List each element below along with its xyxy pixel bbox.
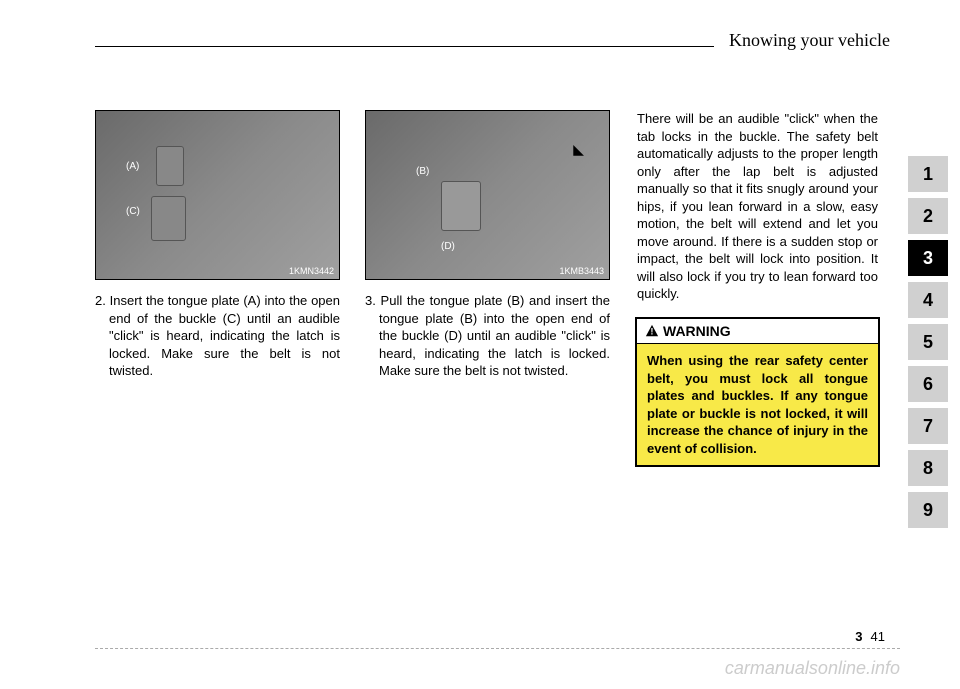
section-title: Knowing your vehicle — [714, 30, 890, 51]
page-header: Knowing your vehicle — [95, 28, 890, 68]
arrow-icon: ◣ — [573, 141, 584, 158]
figure-1: (A) (C) 1KMN3442 — [95, 110, 340, 280]
tab-8[interactable]: 8 — [908, 450, 948, 486]
step-2-text: 2. Insert the tongue plate (A) into the … — [95, 292, 340, 380]
paragraph-text: There will be an audible "click" when th… — [635, 110, 880, 303]
tab-7[interactable]: 7 — [908, 408, 948, 444]
warning-header: ! WARNING — [637, 319, 878, 344]
warning-box: ! WARNING When using the rear safety cen… — [635, 317, 880, 467]
page: Knowing your vehicle (A) (C) 1KMN3442 2.… — [0, 0, 960, 689]
figure-label-b: (B) — [416, 166, 429, 177]
column-3: There will be an audible "click" when th… — [635, 110, 880, 467]
content-columns: (A) (C) 1KMN3442 2. Insert the tongue pl… — [95, 110, 880, 467]
figure-code: 1KMB3443 — [559, 266, 604, 276]
tab-3[interactable]: 3 — [908, 240, 948, 276]
buckle-graphic — [441, 181, 481, 231]
figure-code: 1KMN3442 — [289, 266, 334, 276]
step-3-text: 3. Pull the tongue plate (B) and insert … — [365, 292, 610, 380]
figure-label-d: (D) — [441, 241, 455, 252]
figure-2: ◣ (B) (D) 1KMB3443 — [365, 110, 610, 280]
tab-4[interactable]: 4 — [908, 282, 948, 318]
tab-5[interactable]: 5 — [908, 324, 948, 360]
tab-9[interactable]: 9 — [908, 492, 948, 528]
figure-label-c: (C) — [126, 206, 140, 217]
warning-body: When using the rear safety center belt, … — [637, 344, 878, 465]
watermark: carmanualsonline.info — [725, 658, 900, 679]
warning-icon: ! — [645, 324, 659, 338]
chapter-tabs: 1 2 3 4 5 6 7 8 9 — [908, 156, 948, 534]
svg-text:!: ! — [651, 327, 654, 337]
column-1: (A) (C) 1KMN3442 2. Insert the tongue pl… — [95, 110, 340, 467]
figure-label-a: (A) — [126, 161, 139, 172]
footer-page: 41 — [871, 629, 885, 644]
page-footer: 3 41 — [855, 629, 885, 644]
buckle-graphic — [156, 146, 184, 186]
tab-2[interactable]: 2 — [908, 198, 948, 234]
footer-rule — [95, 648, 900, 649]
tab-6[interactable]: 6 — [908, 366, 948, 402]
footer-section: 3 — [855, 629, 862, 644]
warning-title: WARNING — [663, 323, 731, 339]
tab-1[interactable]: 1 — [908, 156, 948, 192]
buckle-graphic — [151, 196, 186, 241]
column-2: ◣ (B) (D) 1KMB3443 3. Pull the tongue pl… — [365, 110, 610, 467]
